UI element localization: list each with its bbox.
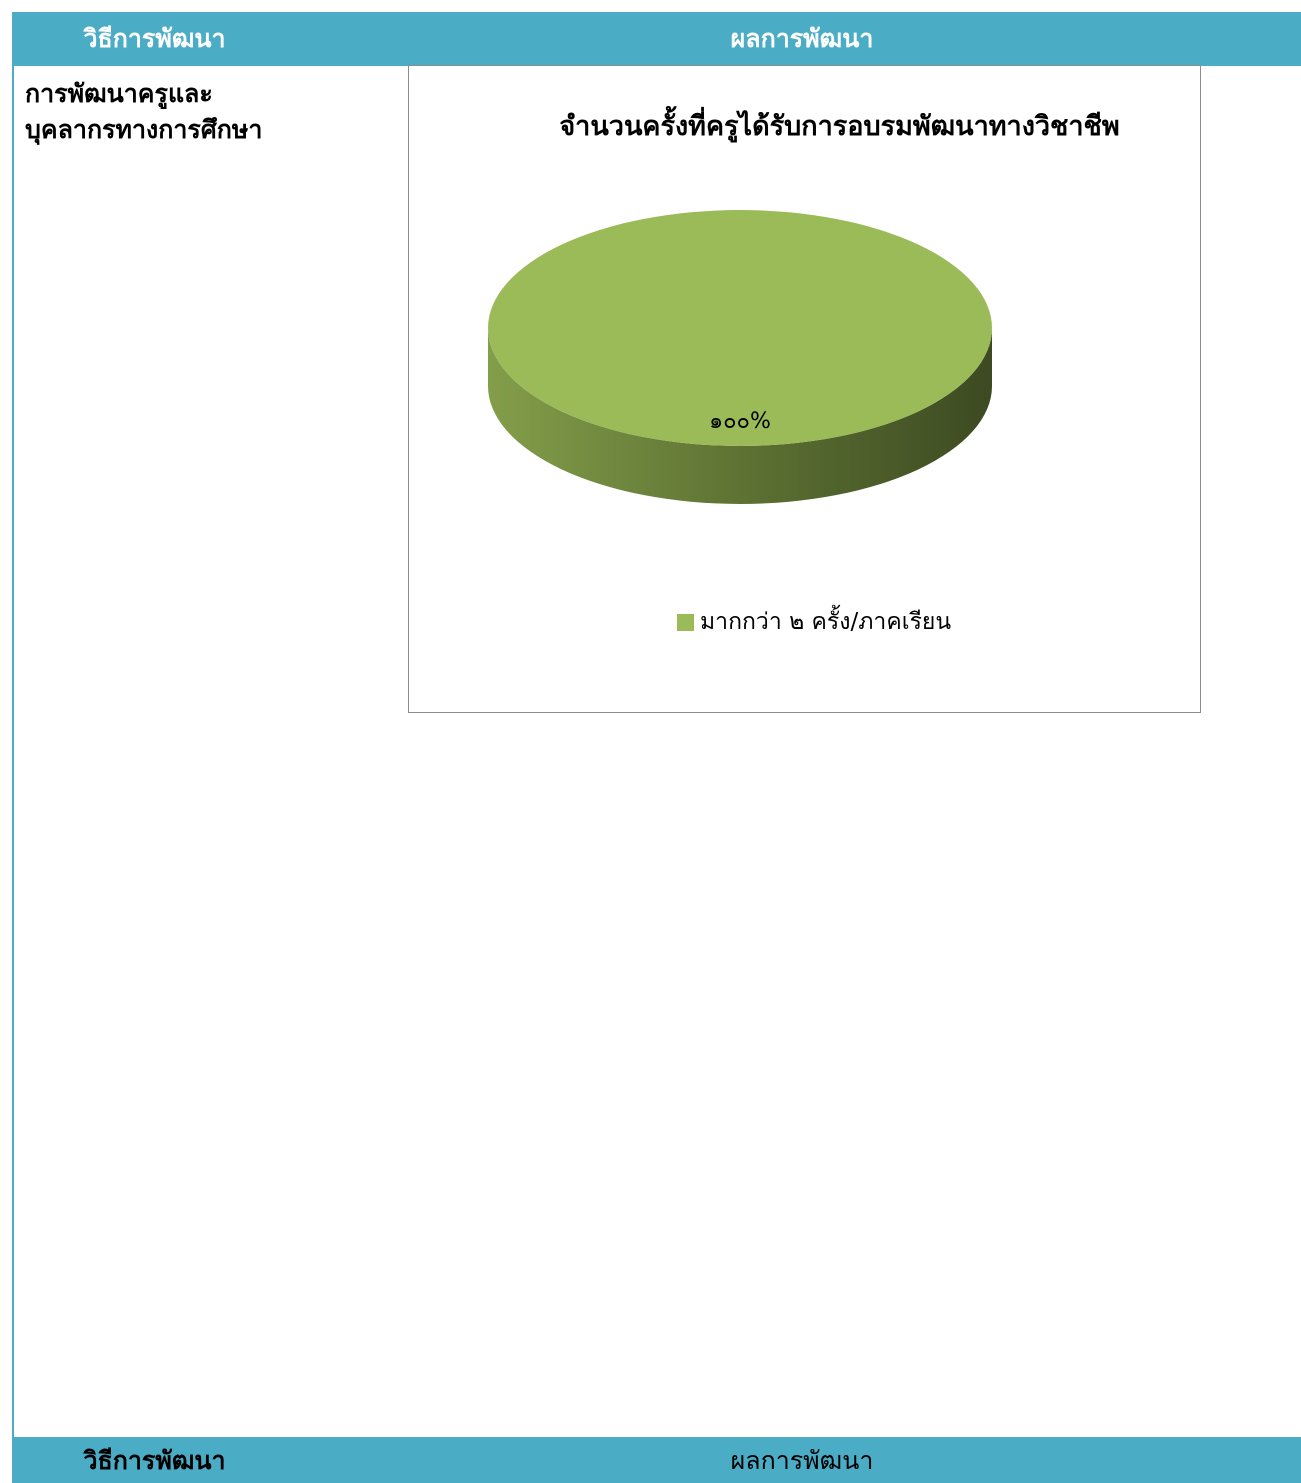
header-method-label: วิธีการพัฒนา [83, 24, 226, 53]
method-line-2: บุคลากรทางการศึกษา [25, 115, 263, 144]
legend-swatch [677, 613, 694, 631]
method-line-1: การพัฒนาครูและ [25, 79, 213, 108]
pie-slice [488, 210, 992, 446]
pie-chart: ๑๐๐% [488, 210, 992, 504]
table-header: วิธีการพัฒนา ผลการพัฒนา [12, 12, 1301, 66]
pie-slice-data-label: ๑๐๐% [709, 409, 771, 434]
footer-method-label: วิธีการพัฒนา [83, 1446, 226, 1475]
method-cell: การพัฒนาครูและ บุคลากรทางการศึกษา [25, 76, 375, 148]
pie-slice-side [488, 328, 992, 504]
table-footer-header: วิธีการพัฒนา ผลการพัฒนา [12, 1437, 1301, 1483]
chart-title: จำนวนครั้งที่ครูได้รับการอบรมพัฒนาทางวิช… [559, 111, 1120, 142]
legend-entry-label: มากกว่า ๒ ครั้ง/ภาคเรียน [700, 609, 952, 635]
chart-legend: มากกว่า ๒ ครั้ง/ภาคเรียน [677, 604, 951, 640]
chart-frame: จำนวนครั้งที่ครูได้รับการอบรมพัฒนาทางวิช… [408, 65, 1201, 713]
header-result-label: ผลการพัฒนา [730, 24, 874, 53]
footer-result-label: ผลการพัฒนา [730, 1446, 874, 1475]
table-left-border [12, 12, 14, 1483]
